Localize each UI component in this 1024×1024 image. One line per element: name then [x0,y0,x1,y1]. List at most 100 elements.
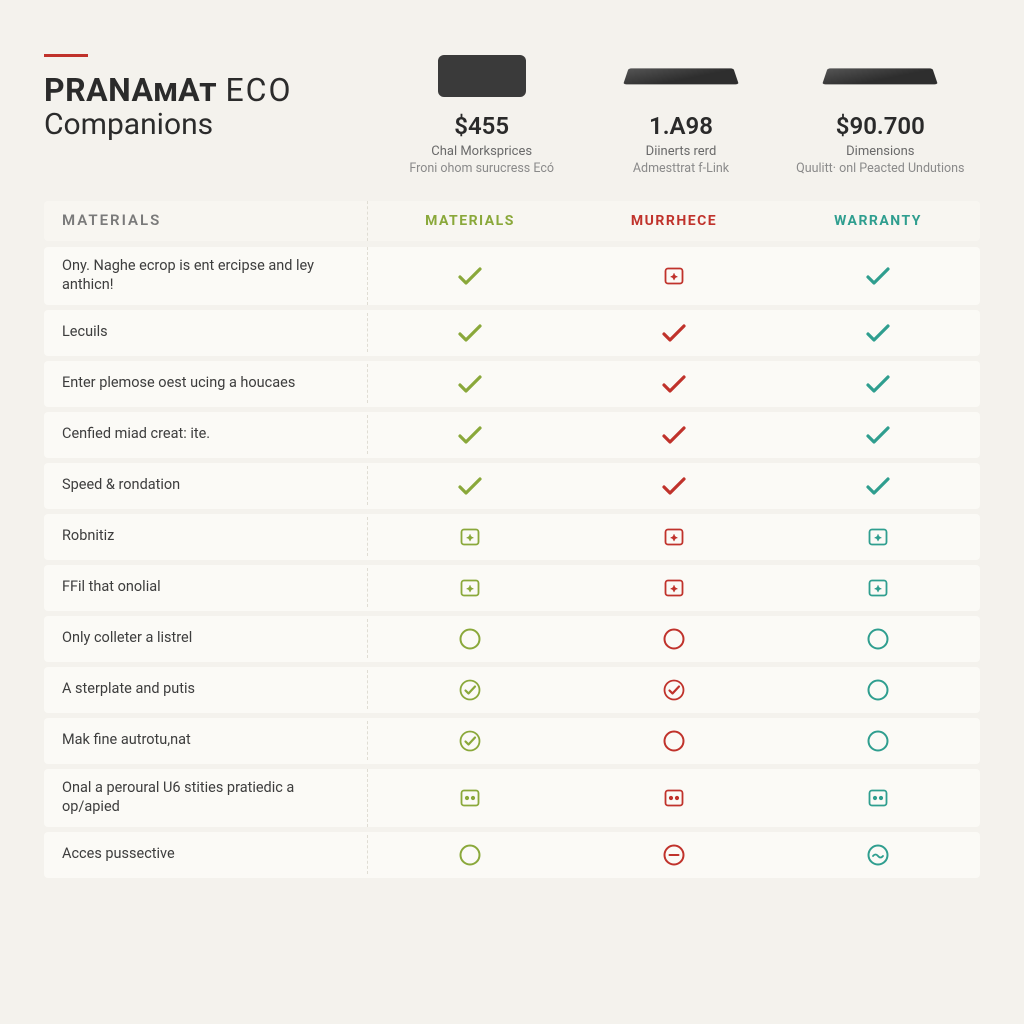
table-row: A sterplate and putis [44,667,980,713]
value-cell [572,729,776,753]
product-header-row: $455Chal MorkspricesFroni ohom surucress… [382,48,980,177]
value-cell [776,843,980,867]
squareicon-icon [866,786,890,810]
column-header-row: MATERIALS MATERIALS MURRHECE WARRANTY [44,201,980,241]
product-sub1: Chal Morksprices [390,144,573,161]
table-row: Robnitiz [44,514,980,560]
product-sub1: Diinerts rerd [589,144,772,161]
table-row: Enter plemose oest ucing a houcaes [44,361,980,407]
comparison-table: MATERIALS MATERIALS MURRHECE WARRANTY On… [44,201,980,877]
check-icon [457,424,483,446]
table-row: Ony. Naghe ecrop is ent ercipse and ley … [44,247,980,305]
value-cell [368,576,572,600]
mat-icon [438,55,526,97]
check-icon [865,373,891,395]
product-sub2: Quulitt· onl Peacted Undutions [789,161,972,177]
check-icon [661,373,687,395]
product-column: $90.700 DimensionsQuulitt· onl Peacted Un… [781,48,980,177]
feature-label: Lecuils [44,313,368,352]
circlecheck-icon [458,678,482,702]
table-row: Speed & rondation [44,463,980,509]
square-icon [662,264,686,288]
circlewave-icon [866,843,890,867]
title-light: ECO [225,71,292,109]
product-sub2: Admesttrat f-Link [589,161,772,177]
value-cell [776,786,980,810]
circle-icon [866,678,890,702]
table-row: Acces pussective [44,832,980,878]
value-cell [368,627,572,651]
title-line-2: Companions [44,107,362,142]
value-cell [572,424,776,446]
squareicon-icon [662,786,686,810]
square-icon [662,525,686,549]
value-cell [776,576,980,600]
check-icon [865,322,891,344]
check-icon [457,475,483,497]
column-header: MURRHECE [572,201,776,241]
square-icon [866,525,890,549]
square-icon [662,576,686,600]
value-cell [368,373,572,395]
value-cell [572,373,776,395]
value-cell [572,843,776,867]
product-image [390,48,573,104]
accent-rule [44,54,88,57]
product-price: $455 [390,112,573,140]
check-icon [865,424,891,446]
value-cell [776,729,980,753]
table-row: Cenfied miad creat: ite. [44,412,980,458]
circle-icon [458,627,482,651]
value-cell [776,525,980,549]
feature-label: Cenfied miad creat: ite. [44,415,368,454]
product-price: $90.700 [789,112,972,140]
value-cell [368,678,572,702]
title-block: PRANAmAt ECO Companions [44,48,362,177]
check-icon [661,475,687,497]
value-cell [776,424,980,446]
value-cell [776,373,980,395]
circle-icon [458,843,482,867]
feature-label: FFil that onolial [44,568,368,607]
value-cell [776,678,980,702]
product-sub1: Dimensions [789,144,972,161]
table-row: Mak fine autrotu,nat [44,718,980,764]
value-cell [368,843,572,867]
value-cell [572,678,776,702]
value-cell [572,576,776,600]
square-icon [458,525,482,549]
check-icon [457,265,483,287]
check-icon [457,373,483,395]
value-cell [572,322,776,344]
mat-icon [822,68,938,84]
title-strong: PRANAmAt [44,71,217,109]
feature-label: Acces pussective [44,835,368,874]
value-cell [572,264,776,288]
circlecheck-icon [458,729,482,753]
value-cell [368,424,572,446]
value-cell [368,265,572,287]
title-line-1: PRANAmAt ECO [44,71,362,109]
feature-label: Onal a peroural U6 stities pratiedic a o… [44,769,368,827]
table-row: FFil that onolial [44,565,980,611]
product-column: 1.A98 Diinerts rerdAdmesttrat f-Link [581,48,780,177]
circledash-icon [662,843,686,867]
column-header: MATERIALS [368,201,572,241]
check-icon [661,322,687,344]
value-cell [572,786,776,810]
features-header: MATERIALS [44,201,368,241]
header: PRANAmAt ECO Companions $455 Chal Morkspr… [44,48,980,177]
check-icon [457,322,483,344]
value-cell [368,322,572,344]
product-column: $455Chal MorkspricesFroni ohom surucress… [382,48,581,177]
value-cell [776,627,980,651]
table-row: Onal a peroural U6 stities pratiedic a o… [44,769,980,827]
product-price: 1.A98 [589,112,772,140]
table-row: Only colleter a listrel [44,616,980,662]
circle-icon [866,729,890,753]
feature-label: Enter plemose oest ucing a houcaes [44,364,368,403]
circle-icon [866,627,890,651]
value-cell [572,475,776,497]
check-icon [865,265,891,287]
product-image [789,48,972,104]
